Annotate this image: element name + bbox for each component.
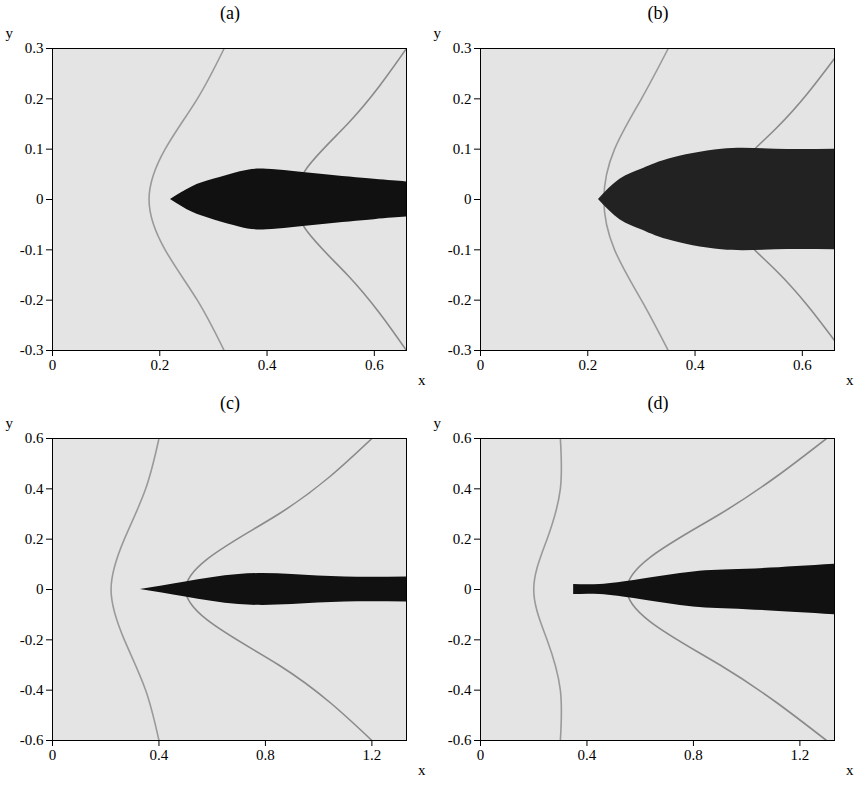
svg-text:y: y — [6, 25, 14, 41]
svg-text:0: 0 — [464, 581, 472, 597]
svg-text:0.6: 0.6 — [793, 357, 812, 373]
svg-text:0.2: 0.2 — [578, 357, 597, 373]
svg-text:0.8: 0.8 — [684, 747, 703, 763]
svg-text:0.2: 0.2 — [150, 357, 169, 373]
svg-text:y: y — [434, 415, 442, 431]
svg-text:0.4: 0.4 — [25, 481, 44, 497]
svg-text:-0.4: -0.4 — [20, 682, 44, 698]
svg-text:0.4: 0.4 — [258, 357, 277, 373]
html-text:(b): (b) — [647, 3, 669, 23]
svg-text:0.1: 0.1 — [25, 141, 44, 157]
svg-text:y: y — [6, 415, 14, 431]
svg-text:0.8: 0.8 — [256, 747, 275, 763]
svg-text:0.2: 0.2 — [453, 91, 472, 107]
svg-text:0.2: 0.2 — [25, 531, 44, 547]
svg-text:x: x — [846, 372, 854, 388]
svg-text:0.4: 0.4 — [150, 747, 169, 763]
html-text:(d): (d) — [647, 393, 669, 413]
svg-text:0: 0 — [477, 357, 485, 373]
svg-text:0.4: 0.4 — [578, 747, 597, 763]
svg-text:-0.6: -0.6 — [448, 732, 472, 748]
svg-text:0: 0 — [477, 747, 485, 763]
svg-text:-0.6: -0.6 — [20, 732, 44, 748]
svg-text:0.6: 0.6 — [453, 430, 472, 446]
svg-text:-0.2: -0.2 — [20, 632, 44, 648]
html-text:(c): (c) — [220, 393, 240, 413]
svg-text:0: 0 — [49, 747, 57, 763]
svg-text:0.4: 0.4 — [686, 357, 705, 373]
svg-text:-0.2: -0.2 — [448, 292, 472, 308]
svg-text:x: x — [846, 762, 854, 778]
svg-text:x: x — [418, 762, 426, 778]
svg-text:0.4: 0.4 — [453, 481, 472, 497]
svg-text:0.6: 0.6 — [365, 357, 384, 373]
svg-text:1.2: 1.2 — [363, 747, 382, 763]
svg-text:-0.4: -0.4 — [448, 682, 472, 698]
svg-text:-0.1: -0.1 — [448, 242, 472, 258]
svg-text:0.3: 0.3 — [25, 40, 44, 56]
svg-text:0.2: 0.2 — [25, 91, 44, 107]
svg-text:-0.3: -0.3 — [448, 342, 472, 358]
svg-text:x: x — [418, 372, 426, 388]
svg-text:-0.2: -0.2 — [448, 632, 472, 648]
svg-text:-0.3: -0.3 — [20, 342, 44, 358]
svg-text:0: 0 — [36, 581, 44, 597]
svg-text:0.3: 0.3 — [453, 40, 472, 56]
svg-text:0: 0 — [36, 191, 44, 207]
svg-text:0.6: 0.6 — [25, 430, 44, 446]
svg-text:y: y — [434, 25, 442, 41]
html-text:(a): (a) — [220, 3, 240, 23]
svg-text:-0.2: -0.2 — [20, 292, 44, 308]
svg-text:0.1: 0.1 — [453, 141, 472, 157]
svg-text:0: 0 — [49, 357, 57, 373]
svg-text:0: 0 — [464, 191, 472, 207]
svg-text:1.2: 1.2 — [791, 747, 810, 763]
svg-text:-0.1: -0.1 — [20, 242, 44, 258]
svg-text:0.2: 0.2 — [453, 531, 472, 547]
